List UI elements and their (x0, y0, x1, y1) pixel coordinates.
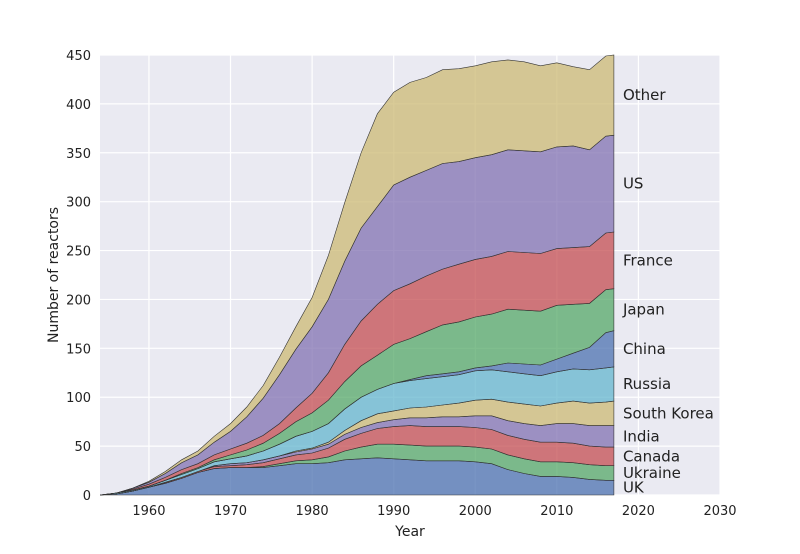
series-label-south-korea: South Korea (623, 404, 714, 422)
series-areas (99, 54, 615, 496)
series-label-uk: UK (623, 479, 645, 497)
y-tick-label: 150 (66, 342, 91, 357)
series-label-other: Other (623, 86, 666, 104)
x-tick-label: 2010 (540, 504, 573, 519)
x-tick-label: 2020 (622, 504, 655, 519)
series-label-russia: Russia (623, 375, 671, 393)
series-label-us: US (623, 175, 644, 193)
y-tick-label: 100 (66, 391, 91, 406)
y-axis-title: Number of reactors (46, 207, 62, 343)
x-tick-labels: 1960 1970 1980 1990 2000 2010 2020 2030 (132, 504, 736, 519)
y-tick-label: 350 (66, 147, 91, 162)
y-tick-label: 200 (66, 293, 91, 308)
x-tick-label: 1960 (132, 504, 165, 519)
y-tick-label: 50 (74, 440, 91, 455)
series-label-india: India (623, 427, 660, 445)
area-other (99, 54, 615, 496)
x-axis-title: Year (394, 524, 425, 540)
series-label-china: China (623, 340, 666, 358)
y-tick-label: 250 (66, 245, 91, 260)
y-tick-label: 450 (66, 49, 91, 64)
series-label-ukraine: Ukraine (623, 464, 681, 482)
y-tick-label: 300 (66, 196, 91, 211)
series-label-france: France (623, 251, 673, 269)
y-tick-labels: 0 50 100 150 200 250 300 350 400 450 (66, 49, 91, 504)
series-label-canada: Canada (623, 447, 680, 465)
series-label-japan: Japan (622, 301, 665, 319)
x-tick-label: 1980 (296, 504, 329, 519)
y-tick-label: 0 (83, 489, 91, 504)
y-tick-label: 400 (66, 98, 91, 113)
x-tick-label: 1990 (377, 504, 410, 519)
x-tick-label: 2030 (703, 504, 736, 519)
x-tick-label: 2000 (459, 504, 492, 519)
x-tick-label: 1970 (214, 504, 247, 519)
